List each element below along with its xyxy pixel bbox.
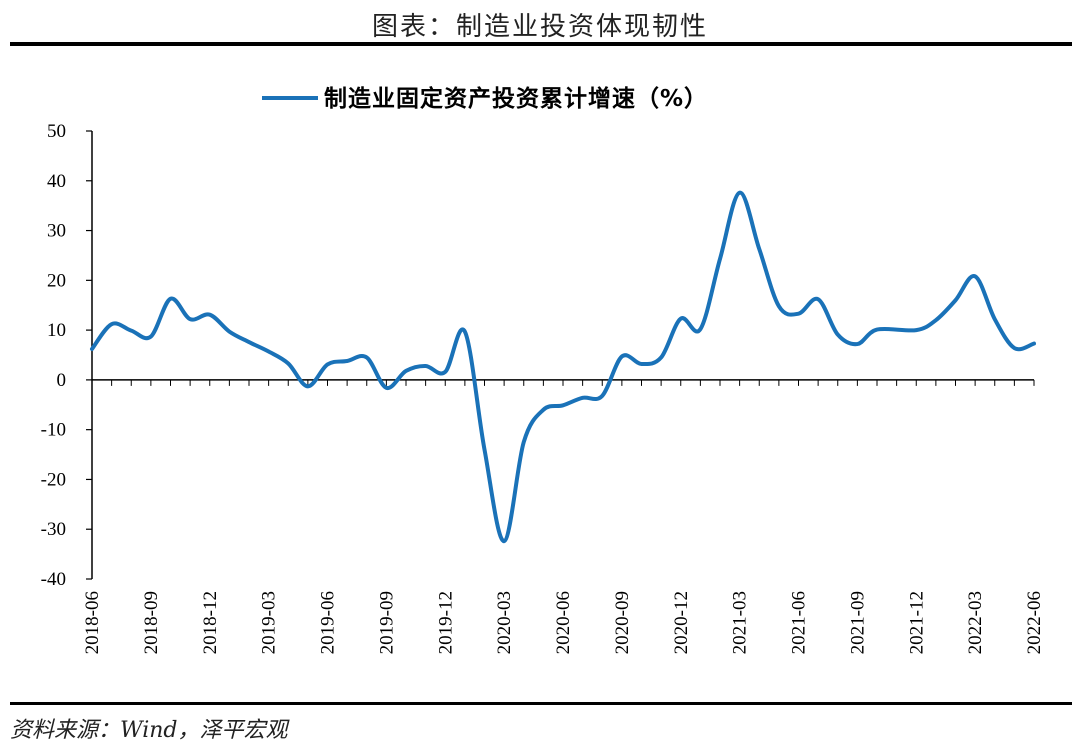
y-tick-label: 50 <box>47 121 66 142</box>
x-tick-label: 2021-09 <box>847 591 868 654</box>
top-rule <box>10 42 1072 46</box>
y-tick-label: 10 <box>47 320 66 341</box>
series-line <box>90 190 1036 544</box>
x-tick-label: 2018-06 <box>82 591 103 654</box>
legend-label: 制造业固定资产投资累计增速（%） <box>324 85 708 112</box>
x-tick-label: 2021-12 <box>906 591 927 654</box>
x-tick-label: 2021-06 <box>789 591 810 654</box>
y-tick-label: -10 <box>41 420 66 441</box>
y-tick-label: 30 <box>47 221 66 242</box>
x-tick-label: 2019-03 <box>259 591 280 654</box>
legend: 制造业固定资产投资累计增速（%） <box>262 85 708 112</box>
y-axis: 50 40 30 20 10 0 -10 -20 -30 -40 <box>41 121 93 590</box>
page-title: 图表：制造业投资体现韧性 <box>371 12 708 42</box>
y-tick-label: 20 <box>47 270 66 291</box>
bottom-rule <box>10 702 1072 705</box>
x-tick-label: 2022-03 <box>965 591 986 654</box>
x-axis: 2018-06 2018-09 2018-12 2019-03 2019-06 2019-… <box>82 379 1045 654</box>
x-tick-label: 2020-03 <box>494 591 515 654</box>
x-tick-label: 2020-09 <box>612 591 633 654</box>
y-tick-label: -30 <box>41 519 66 540</box>
series-layer <box>90 190 1036 544</box>
x-tick-label: 2019-06 <box>318 591 339 654</box>
x-tick-label: 2019-12 <box>435 591 456 654</box>
y-tick-label: 40 <box>47 171 66 192</box>
y-tick-label: -40 <box>41 569 66 590</box>
x-tick-label: 2018-12 <box>200 591 221 654</box>
source-note: 资料来源：Wind，泽平宏观 <box>10 718 288 743</box>
x-tick-label: 2021-03 <box>730 591 751 654</box>
x-tick-label: 2022-06 <box>1024 591 1045 654</box>
x-tick-label: 2020-12 <box>671 591 692 654</box>
x-tick-label: 2019-09 <box>376 591 397 654</box>
x-tick-label: 2020-06 <box>553 591 574 654</box>
y-tick-label: 0 <box>57 370 67 391</box>
x-tick-label: 2018-09 <box>141 591 162 654</box>
y-tick-label: -20 <box>41 469 66 490</box>
